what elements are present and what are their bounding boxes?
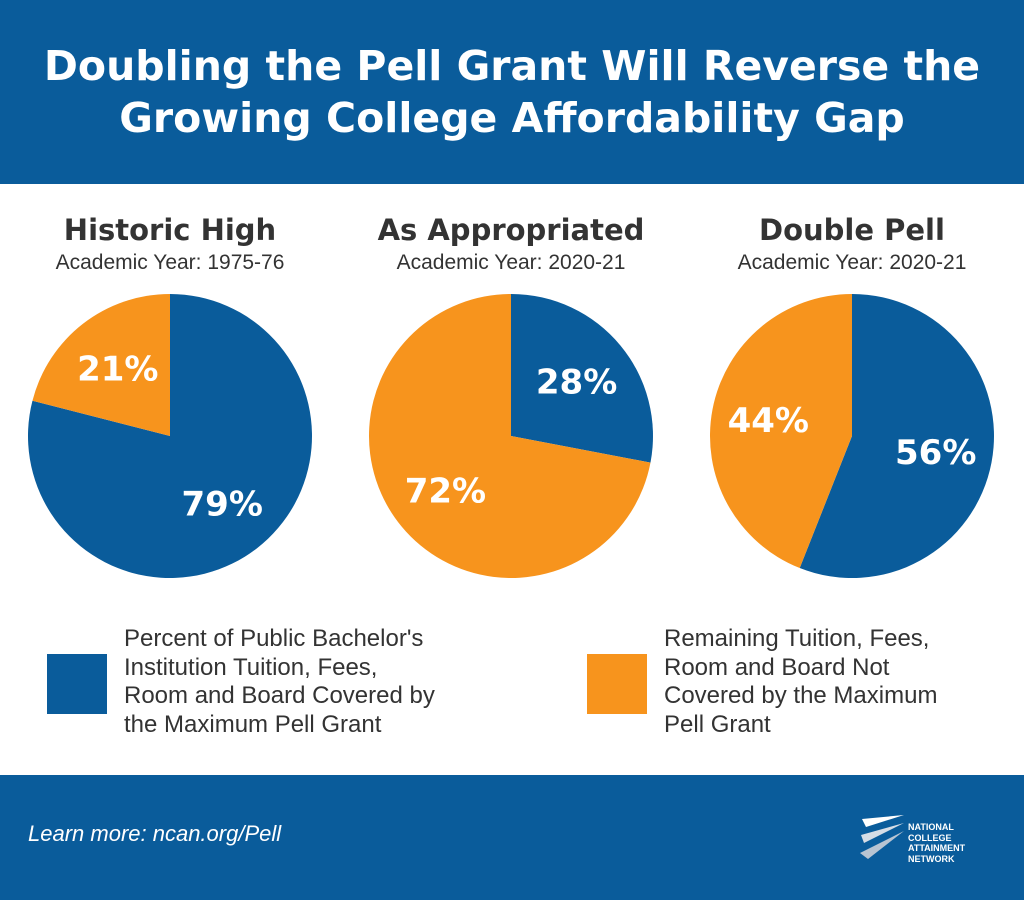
legend-line: Room and Board Not: [664, 653, 890, 681]
pie-slice-label: 79%: [182, 484, 263, 524]
pie-slice-remaining: [32, 294, 171, 436]
chart-subtitle: Academic Year: 2020-21: [396, 251, 626, 274]
legend-label-covered: Percent of Public Bachelor's Institution…: [124, 625, 504, 739]
logo-line: NETWORK: [908, 853, 955, 864]
pie-slice-label: 44%: [728, 401, 809, 441]
pie-slice-remaining: [368, 294, 651, 578]
logo-line: COLLEGE: [908, 832, 952, 843]
chart-subtitle: Academic Year: 1975-76: [55, 251, 285, 274]
chart-historic-high: Historic High Academic Year: 1975-76: [10, 208, 330, 278]
legend-swatch-remaining: [587, 654, 647, 714]
chart-as-appropriated: As Appropriated Academic Year: 2020-21: [351, 208, 671, 278]
pie-slice-label: 72%: [405, 471, 486, 511]
learn-more-link[interactable]: Learn more: ncan.org/Pell: [28, 821, 282, 846]
pie-slice-covered: [27, 294, 312, 579]
chart-double-pell: Double Pell Academic Year: 2020-21: [692, 208, 1012, 278]
footer-banner: Learn more: ncan.org/Pell NATIONAL COLLE…: [0, 775, 1024, 900]
legend-line: Remaining Tuition, Fees,: [664, 625, 930, 652]
legend-line: Room and Board Covered by: [124, 682, 435, 709]
chart-title: As Appropriated: [377, 213, 645, 247]
logo-line: NATIONAL: [908, 822, 954, 832]
chart-title: Double Pell: [759, 213, 945, 247]
ncan-logo-icon: [860, 815, 904, 859]
pie-slice-covered: [799, 294, 994, 579]
pie-slice-label: 56%: [895, 433, 976, 473]
legend-swatch-covered: [47, 654, 107, 714]
pie-slice-covered: [511, 294, 653, 463]
legend-label-remaining: Remaining Tuition, Fees, Room and Board …: [664, 625, 1004, 739]
legend-line: Percent of Public Bachelor's: [124, 625, 424, 652]
pie-slice-label: 21%: [77, 350, 158, 390]
legend-line: Institution Tuition, Fees,: [124, 653, 378, 681]
page-title: Doubling the Pell Grant Will Reverse the…: [43, 42, 981, 142]
legend-line: the Maximum Pell Grant: [124, 710, 382, 738]
chart-title: Historic High: [63, 213, 277, 247]
logo-text: NATIONAL COLLEGE ATTAINMENT NETWORK: [908, 822, 988, 864]
chart-subtitle: Academic Year: 2020-21: [737, 251, 967, 274]
pie-slice-remaining: [709, 294, 852, 569]
pie-slice-label: 28%: [536, 363, 617, 403]
logo-line: ATTAINMENT: [908, 843, 966, 853]
legend-line: Pell Grant: [664, 710, 771, 738]
header-banner: Doubling the Pell Grant Will Reverse the…: [0, 0, 1024, 184]
legend-line: Covered by the Maximum: [664, 682, 938, 709]
ncan-logo: NATIONAL COLLEGE ATTAINMENT NETWORK: [858, 805, 988, 875]
